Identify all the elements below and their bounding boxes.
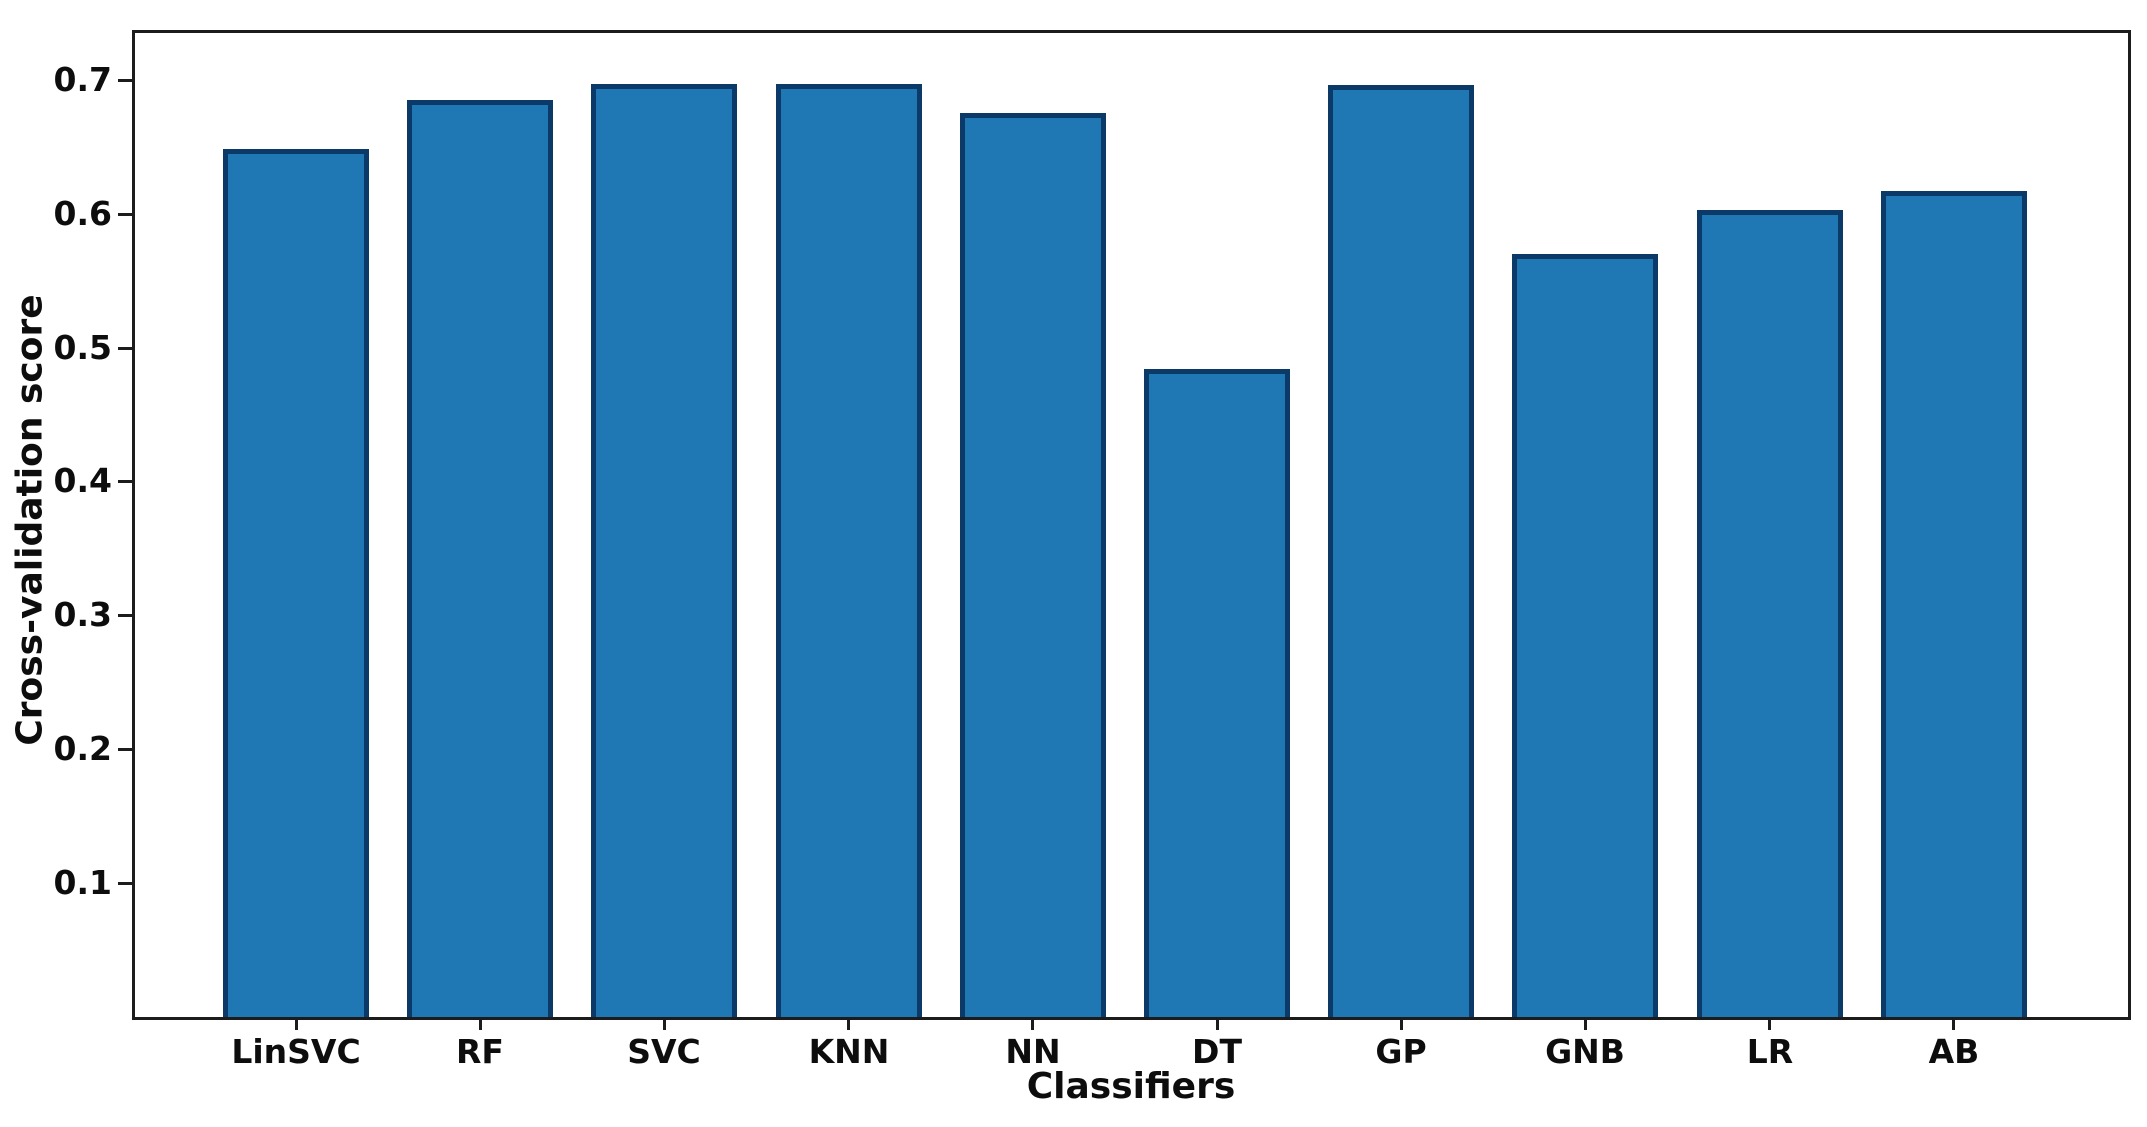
y-tick-label: 0.6 [53, 194, 112, 233]
y-tick-label: 0.2 [53, 729, 112, 768]
bar-GNB [1512, 254, 1659, 1017]
bar-LR [1696, 210, 1843, 1017]
x-tick-mark [1031, 1020, 1034, 1030]
x-tick-label-NN: NN [1005, 1032, 1061, 1071]
x-tick-mark [1216, 1020, 1219, 1030]
y-tick-label: 0.3 [53, 595, 112, 634]
y-tick-label: 0.4 [53, 461, 112, 500]
x-tick-label-AB: AB [1928, 1032, 1980, 1071]
x-tick-mark [1952, 1020, 1955, 1030]
x-tick-label-LinSVC: LinSVC [231, 1032, 361, 1071]
x-tick-label-DT: DT [1192, 1032, 1242, 1071]
x-tick-mark [479, 1020, 482, 1030]
x-tick-label-GP: GP [1375, 1032, 1427, 1071]
x-tick-mark [1768, 1020, 1771, 1030]
x-tick-mark [295, 1020, 298, 1030]
y-tick-label: 0.1 [53, 863, 112, 902]
y-tick-mark [118, 882, 132, 885]
bar-DT [1144, 369, 1290, 1017]
y-tick-mark [118, 213, 132, 216]
x-tick-mark [663, 1020, 666, 1030]
y-tick-mark [118, 347, 132, 350]
x-tick-mark [1584, 1020, 1587, 1030]
bar-NN [959, 113, 1106, 1017]
bar-AB [1880, 191, 2027, 1017]
x-tick-label-RF: RF [456, 1032, 504, 1071]
x-tick-mark [1400, 1020, 1403, 1030]
x-tick-label-SVC: SVC [627, 1032, 701, 1071]
bar-KNN [775, 84, 922, 1017]
x-axis-label: Classifiers [1026, 1066, 1236, 1107]
x-tick-label-GNB: GNB [1545, 1032, 1625, 1071]
plot-area [132, 30, 2131, 1020]
y-tick-label: 0.5 [53, 328, 112, 367]
y-tick-mark [118, 748, 132, 751]
y-tick-label: 0.7 [53, 60, 112, 99]
bar-RF [407, 100, 554, 1017]
y-tick-mark [118, 614, 132, 617]
x-tick-label-LR: LR [1746, 1032, 1794, 1071]
x-tick-label-KNN: KNN [808, 1032, 890, 1071]
bar-LinSVC [223, 149, 369, 1017]
y-tick-mark [118, 480, 132, 483]
bar-GP [1328, 85, 1475, 1017]
bar-SVC [591, 84, 738, 1017]
x-tick-mark [847, 1020, 850, 1030]
y-tick-mark [118, 79, 132, 82]
